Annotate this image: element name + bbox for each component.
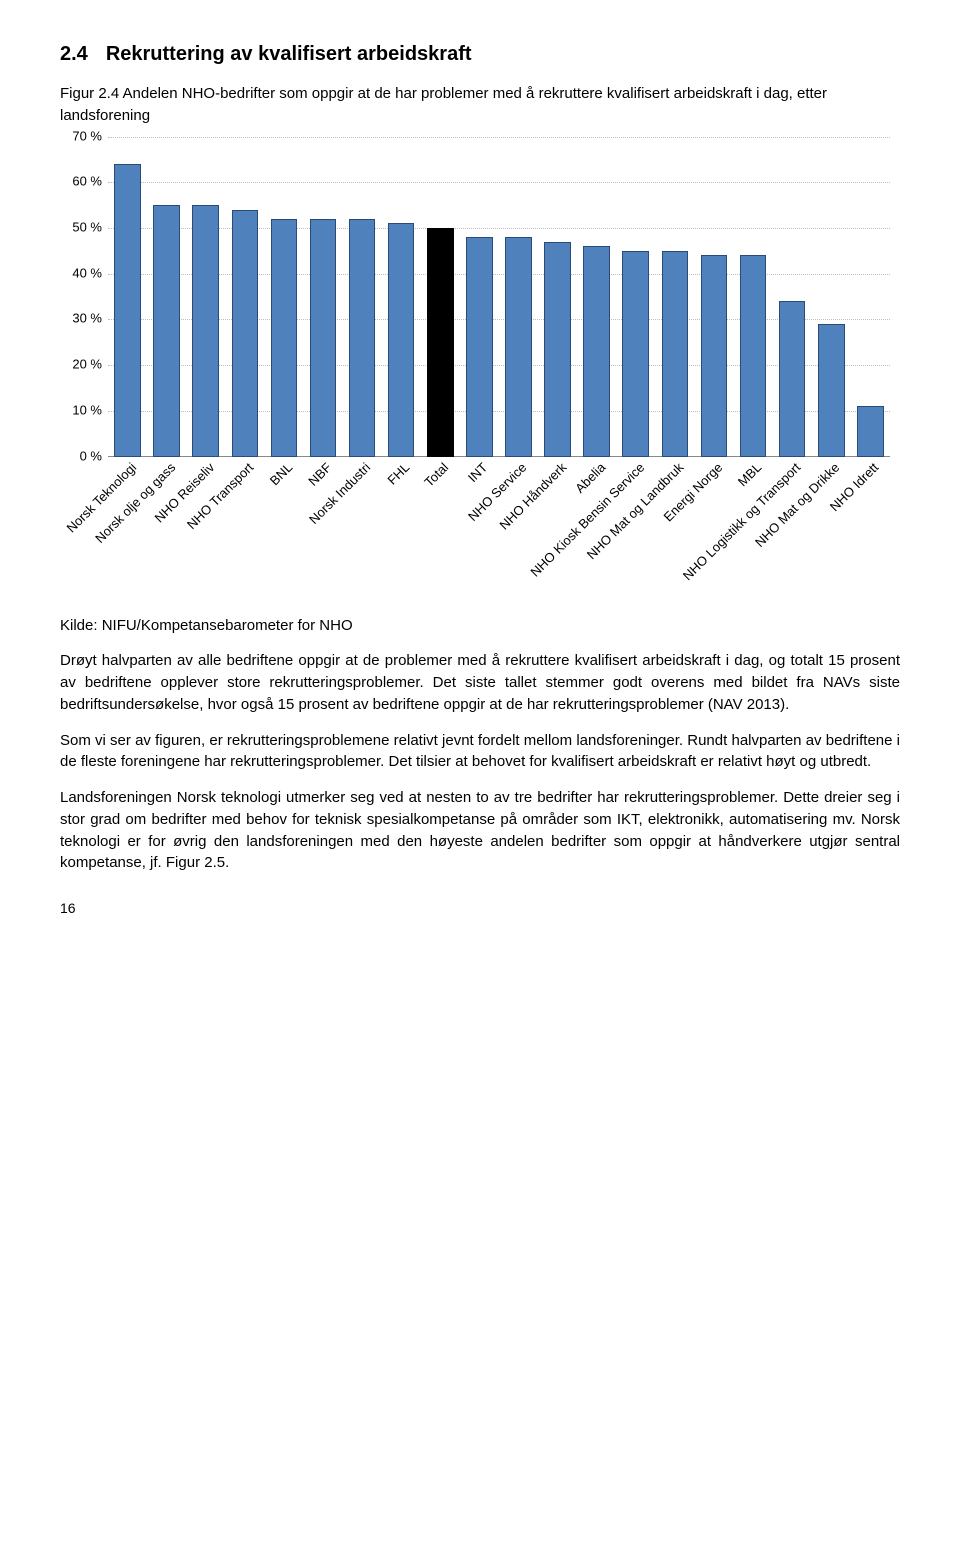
x-label-slot: Norsk olje og gass xyxy=(147,457,186,607)
x-label-slot: NHO Idrett xyxy=(851,457,890,607)
bar-slot xyxy=(577,137,616,457)
bar-slot xyxy=(499,137,538,457)
bar xyxy=(466,237,493,456)
bar-slot xyxy=(460,137,499,457)
bar xyxy=(232,210,259,457)
bar xyxy=(622,251,649,457)
bar xyxy=(114,164,141,457)
x-axis-label: INT xyxy=(465,459,493,487)
figure-caption: Figur 2.4 Andelen NHO-bedrifter som oppg… xyxy=(60,83,900,127)
body-paragraph: Som vi ser av figuren, er rekrutteringsp… xyxy=(60,730,900,774)
bar xyxy=(583,246,610,456)
y-axis-label: 50 % xyxy=(60,219,102,238)
bar xyxy=(662,251,689,457)
bars-container xyxy=(108,137,890,457)
bar xyxy=(192,205,219,456)
y-axis-label: 30 % xyxy=(60,310,102,329)
x-label-slot: NHO Service xyxy=(499,457,538,607)
body-paragraph: Landsforeningen Norsk teknologi utmerker… xyxy=(60,787,900,874)
bar xyxy=(544,242,571,457)
x-label-slot: Norsk Industri xyxy=(343,457,382,607)
y-axis-label: 60 % xyxy=(60,173,102,192)
y-axis-label: 20 % xyxy=(60,356,102,375)
section-heading: 2.4 Rekruttering av kvalifisert arbeidskr… xyxy=(60,40,900,69)
bar xyxy=(505,237,532,456)
bar-slot xyxy=(616,137,655,457)
x-labels: Norsk TeknologiNorsk olje og gassNHO Rei… xyxy=(108,457,890,607)
bar-slot xyxy=(655,137,694,457)
heading-text: Rekruttering av kvalifisert arbeidskraft xyxy=(106,43,472,65)
bar-slot xyxy=(812,137,851,457)
page-number: 16 xyxy=(60,898,900,918)
x-label-slot: NHO Mat og Landbruk xyxy=(655,457,694,607)
x-axis-label: Total xyxy=(421,459,454,492)
bar-slot xyxy=(108,137,147,457)
bar xyxy=(857,406,884,456)
bar xyxy=(740,255,767,456)
body-paragraph: Drøyt halvparten av alle bedriftene oppg… xyxy=(60,650,900,715)
x-axis-label: BNL xyxy=(266,459,297,490)
x-label-slot: BNL xyxy=(264,457,303,607)
bar-slot xyxy=(303,137,342,457)
bar-slot xyxy=(264,137,303,457)
bar xyxy=(388,223,415,456)
x-label-slot: FHL xyxy=(382,457,421,607)
bar xyxy=(701,255,728,456)
y-axis-label: 10 % xyxy=(60,401,102,420)
x-axis-label: FHL xyxy=(384,459,415,490)
bar-slot xyxy=(147,137,186,457)
bar-slot xyxy=(734,137,773,457)
bar xyxy=(349,219,376,457)
x-label-slot: NHO Reiseliv xyxy=(186,457,225,607)
bar xyxy=(779,301,806,456)
bar-slot xyxy=(773,137,812,457)
bar xyxy=(271,219,298,457)
bar-slot xyxy=(382,137,421,457)
x-label-slot: NBF xyxy=(303,457,342,607)
y-axis-label: 0 % xyxy=(60,447,102,466)
bar-slot xyxy=(225,137,264,457)
x-axis-label: MBL xyxy=(734,459,766,491)
x-label-slot: INT xyxy=(460,457,499,607)
x-label-slot: Total xyxy=(421,457,460,607)
bar-chart: 0 %10 %20 %30 %40 %50 %60 %70 % Norsk Te… xyxy=(60,137,900,607)
x-label-slot: NHO Mat og Drikke xyxy=(812,457,851,607)
bar-slot xyxy=(343,137,382,457)
heading-number: 2.4 xyxy=(60,43,88,65)
bar xyxy=(153,205,180,456)
chart-source: Kilde: NIFU/Kompetansebarometer for NHO xyxy=(60,615,900,637)
x-axis-label: NBF xyxy=(305,459,337,491)
bar-slot xyxy=(538,137,577,457)
bar-slot xyxy=(421,137,460,457)
bar-slot xyxy=(694,137,733,457)
bar-slot xyxy=(186,137,225,457)
y-axis-label: 70 % xyxy=(60,127,102,146)
y-axis-label: 40 % xyxy=(60,264,102,283)
bar-slot xyxy=(851,137,890,457)
bar xyxy=(427,228,454,457)
bar xyxy=(310,219,337,457)
bar xyxy=(818,324,845,457)
x-label-slot: NHO Transport xyxy=(225,457,264,607)
